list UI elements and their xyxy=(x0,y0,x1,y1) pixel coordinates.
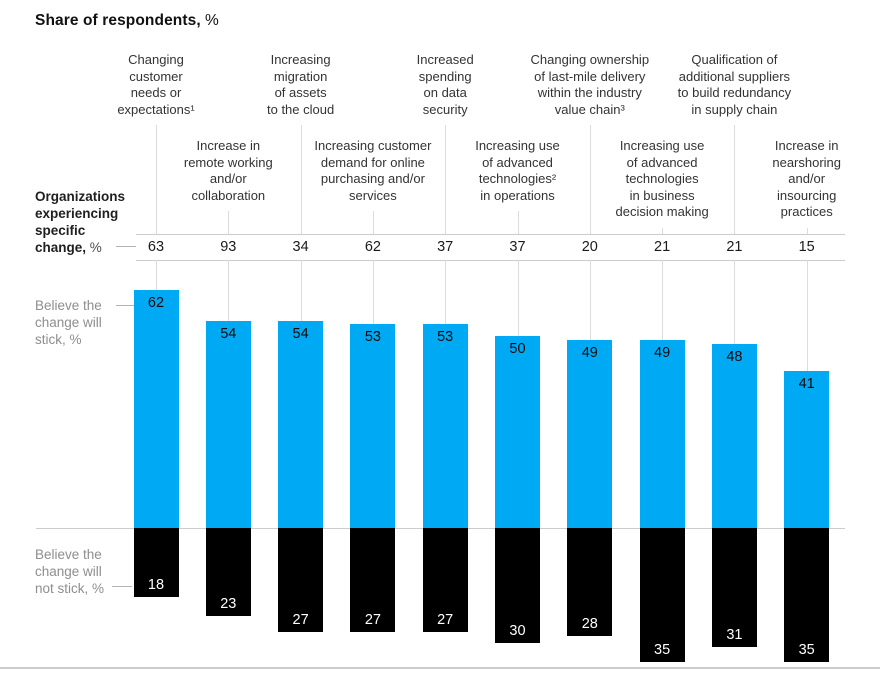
experiencing-value: 37 xyxy=(509,239,526,255)
bar-value-label: 50 xyxy=(509,341,526,357)
bar-will-stick: 54 xyxy=(278,320,324,528)
bar-value-label: 27 xyxy=(292,611,309,628)
row-label-will-stick: Believe the change will stick, % xyxy=(35,298,102,347)
experiencing-value: 20 xyxy=(581,239,598,255)
gridline xyxy=(806,227,808,234)
bar-will-not-stick: 28 xyxy=(567,528,613,636)
bar-value-label: 23 xyxy=(220,596,237,613)
bar-value-label: 54 xyxy=(292,325,309,342)
experiencing-value: 63 xyxy=(147,239,165,255)
bar-will-not-stick: 27 xyxy=(350,528,396,632)
bar-value-label: 27 xyxy=(437,611,454,628)
bar-will-not-stick: 27 xyxy=(422,528,468,632)
column-header: Increasing use of advanced technologies … xyxy=(615,138,709,219)
bar-will-stick: 50 xyxy=(495,336,540,528)
bar-will-stick: 49 xyxy=(639,339,685,528)
bar-value-label: 49 xyxy=(581,344,598,361)
bottom-divider xyxy=(0,667,880,669)
column-header: Changing ownership of last-mile delivery… xyxy=(530,52,650,117)
bar-will-stick: 48 xyxy=(711,343,757,528)
label-connector-stick xyxy=(116,305,136,306)
bar-value-label: 62 xyxy=(147,294,165,311)
label-connector-not-stick xyxy=(112,586,132,587)
gridline xyxy=(734,125,736,234)
row-label-will-not-stick: Believe the change will not stick, % xyxy=(35,547,105,596)
bar-value-label: 35 xyxy=(654,642,671,659)
label-connector-experiencing xyxy=(116,246,136,247)
row-label-experiencing-unit: % xyxy=(86,240,102,255)
chart-title: Share of respondents, % xyxy=(35,12,219,30)
experiencing-value: 93 xyxy=(220,239,237,255)
gridline xyxy=(156,260,157,290)
column-header: Increase in nearshoring and/or insourcin… xyxy=(772,138,842,219)
gridline xyxy=(228,211,230,234)
row-label-experiencing-text: Organizations experiencing specific chan… xyxy=(35,189,126,255)
gridline xyxy=(228,260,230,321)
experiencing-value: 34 xyxy=(292,239,309,255)
chart-title-unit: % xyxy=(200,12,219,29)
bar-will-not-stick: 30 xyxy=(495,528,540,644)
bar-will-not-stick: 18 xyxy=(133,528,179,598)
column-header: Increasing customer demand for online pu… xyxy=(314,138,432,203)
bar-value-label: 18 xyxy=(147,577,165,594)
experiencing-value: 15 xyxy=(798,239,815,255)
bar-will-stick: 49 xyxy=(567,339,613,528)
column-header: Increase in remote working and/or collab… xyxy=(183,138,273,203)
bar-value-label: 28 xyxy=(581,615,598,632)
bar-will-stick: 53 xyxy=(422,324,468,528)
gridline xyxy=(372,211,374,234)
gridline xyxy=(589,125,591,234)
bar-value-label: 27 xyxy=(364,611,381,628)
bar-value-label: 53 xyxy=(437,329,454,346)
bar-value-label: 41 xyxy=(798,375,815,392)
gridline xyxy=(662,260,664,340)
value-row-bottom-rule xyxy=(136,260,845,261)
gridline xyxy=(734,260,736,344)
bar-will-not-stick: 35 xyxy=(639,528,685,663)
gridline xyxy=(806,260,808,371)
experiencing-value: 21 xyxy=(654,239,671,255)
bar-value-label: 35 xyxy=(798,642,815,659)
bar-will-not-stick: 31 xyxy=(711,528,757,648)
chart-title-text: Share of respondents, xyxy=(35,12,201,29)
bar-will-not-stick: 35 xyxy=(784,528,830,663)
gridline xyxy=(445,260,447,325)
bar-will-stick: 53 xyxy=(350,324,396,528)
bar-value-label: 48 xyxy=(726,348,743,365)
bar-will-not-stick: 23 xyxy=(205,528,251,617)
bar-will-stick: 62 xyxy=(133,289,179,528)
gridline xyxy=(589,260,591,340)
column-header: Increasing use of advanced technologies²… xyxy=(475,138,560,203)
experiencing-value: 62 xyxy=(364,239,381,255)
experiencing-value: 21 xyxy=(726,239,743,255)
gridline xyxy=(372,260,374,325)
bar-will-stick: 41 xyxy=(784,370,830,528)
experiencing-value: 37 xyxy=(437,239,454,255)
bar-will-stick: 54 xyxy=(205,320,251,528)
row-label-experiencing: Organizations experiencing specific chan… xyxy=(35,188,125,256)
gridline xyxy=(445,125,447,234)
bar-value-label: 31 xyxy=(726,627,743,644)
column-header: Increasing migration of assets to the cl… xyxy=(266,52,335,117)
value-row-top-rule xyxy=(136,234,845,235)
bar-value-label: 30 xyxy=(509,623,526,640)
gridline xyxy=(662,227,664,234)
bar-value-label: 49 xyxy=(654,344,671,361)
column-header: Changing customer needs or expectations¹ xyxy=(117,52,195,117)
bar-will-not-stick: 27 xyxy=(278,528,324,632)
column-header: Increased spending on data security xyxy=(416,52,474,117)
gridline xyxy=(517,260,519,336)
gridline xyxy=(156,125,157,234)
gridline xyxy=(300,260,302,321)
column-header: Qualification of additional suppliers to… xyxy=(677,52,792,117)
bar-value-label: 54 xyxy=(220,325,237,342)
bar-value-label: 53 xyxy=(364,329,381,346)
gridline xyxy=(517,211,519,234)
gridline xyxy=(300,125,302,234)
